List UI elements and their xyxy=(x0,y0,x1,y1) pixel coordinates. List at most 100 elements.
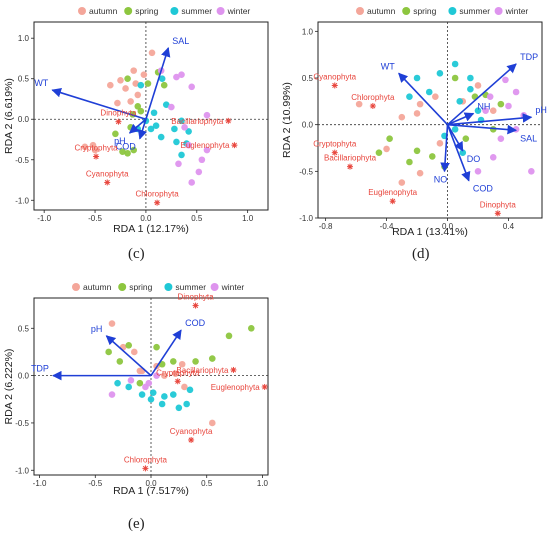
legend-label-summer: summer xyxy=(181,6,212,16)
taxon-marker-cyanophyta xyxy=(188,436,195,443)
env-arrow-label-cod: COD xyxy=(185,318,206,328)
taxon-marker-dinophyta xyxy=(494,210,501,217)
sample-point-summer xyxy=(451,126,459,133)
y-tick-label: 0.0 xyxy=(18,372,30,381)
sample-point-summer xyxy=(147,125,155,133)
sample-point-autumn xyxy=(130,67,138,74)
sample-point-spring xyxy=(130,146,138,154)
env-arrow-label-tdp: TDP xyxy=(31,364,49,374)
sample-point-summer xyxy=(436,70,444,77)
env-arrow-label-sal: SAL xyxy=(520,133,537,143)
taxon-marker-bacillariophyta xyxy=(230,366,237,373)
sample-point-summer xyxy=(158,75,166,83)
sample-point-summer xyxy=(158,400,166,408)
sample-point-spring xyxy=(124,149,131,157)
caption-e: (e) xyxy=(128,516,145,532)
sample-point-winter xyxy=(505,102,512,110)
legend-label-spring: spring xyxy=(413,6,436,16)
sample-point-autumn xyxy=(107,81,114,89)
x-tick-label: -0.4 xyxy=(380,222,394,231)
env-arrow-label-sal: SAL xyxy=(172,36,189,46)
sample-point-autumn xyxy=(161,372,168,379)
legend-label-winter: winter xyxy=(505,6,529,16)
sample-point-winter xyxy=(108,391,116,398)
y-tick-label: -1.0 xyxy=(15,466,29,475)
sample-point-summer xyxy=(171,125,178,133)
taxon-marker-cyanophyta xyxy=(331,82,338,89)
x-tick-label: -0.8 xyxy=(319,222,333,231)
x-tick-label: -0.5 xyxy=(88,214,102,223)
sample-point-summer xyxy=(157,133,165,141)
x-tick-label: 1.0 xyxy=(242,214,254,223)
sample-point-winter xyxy=(127,377,135,384)
taxon-marker-chlorophyta xyxy=(369,103,376,109)
env-arrow-cod xyxy=(446,124,471,182)
sample-point-autumn xyxy=(181,383,188,391)
legend-label-winter: winter xyxy=(221,282,245,292)
sample-point-winter xyxy=(195,168,203,176)
sample-point-autumn xyxy=(117,77,124,84)
sample-point-spring xyxy=(192,358,199,365)
sample-point-autumn xyxy=(355,100,363,108)
env-arrow-tdp xyxy=(446,63,517,126)
sample-point-summer xyxy=(175,404,183,412)
sample-point-winter xyxy=(489,154,497,161)
legend-label-autumn: autumn xyxy=(89,6,118,16)
legend-swatch-spring xyxy=(118,283,127,291)
sample-point-spring xyxy=(125,342,133,349)
sample-point-winter xyxy=(181,124,188,131)
sample-point-winter xyxy=(153,372,160,379)
sample-point-spring xyxy=(169,358,177,365)
sample-point-summer xyxy=(150,109,158,117)
taxon-label-bacillariophyta: Bacillariophyta xyxy=(176,366,229,375)
x-tick-label: 0.0 xyxy=(140,214,152,223)
sample-point-spring xyxy=(144,80,152,87)
sample-point-spring xyxy=(225,332,233,340)
sample-point-spring xyxy=(136,379,144,387)
sample-point-summer xyxy=(178,117,185,125)
env-arrow-nh xyxy=(447,112,475,126)
x-tick-label: 0.0 xyxy=(145,479,157,488)
sample-point-summer xyxy=(162,101,170,108)
taxon-marker-euglenophyta xyxy=(261,383,268,390)
sample-point-winter xyxy=(474,168,482,175)
taxon-label-chlorophyta: Chlorophyta xyxy=(124,455,168,464)
env-arrow-ph xyxy=(105,335,152,377)
x-axis-label: RDA 1 (7.517%) xyxy=(113,485,189,497)
sample-point-autumn xyxy=(108,320,116,327)
sample-point-autumn xyxy=(208,419,216,427)
sample-point-summer xyxy=(456,98,464,105)
x-tick-label: -1.0 xyxy=(33,479,47,488)
env-arrow-label-cod: COD xyxy=(116,142,137,152)
sample-point-summer xyxy=(125,383,133,391)
sample-point-winter xyxy=(168,103,175,111)
sample-point-summer xyxy=(147,395,155,403)
legend-label-autumn: autumn xyxy=(83,282,112,292)
sample-point-winter xyxy=(188,179,195,186)
taxon-label-cryptophyta: Cryptophyta xyxy=(313,140,357,149)
x-axis-label: RDA 1 (12.17%) xyxy=(113,223,189,235)
y-tick-label: 0.5 xyxy=(18,324,30,333)
sample-point-winter xyxy=(178,71,185,78)
sample-point-summer xyxy=(451,60,459,68)
sample-point-summer xyxy=(406,93,413,100)
legend-label-spring: spring xyxy=(135,6,158,16)
env-arrow-cod xyxy=(137,119,147,140)
sample-point-spring xyxy=(208,355,216,362)
x-tick-label: 1.0 xyxy=(257,479,269,488)
sample-point-spring xyxy=(153,343,160,351)
y-axis-label: RDA 2 (6.619%) xyxy=(3,78,15,154)
rda-plot-c: -1.0 -0.5 0.0 0.5 1.0 -1.0 -0.5 0.0 0.5 1.0 RDA 1 … xyxy=(3,6,269,235)
env-arrow-cod xyxy=(150,329,182,377)
x-tick-label: 0.5 xyxy=(191,214,203,223)
sample-point-spring xyxy=(462,135,470,142)
env-arrow-label-tdp: TDP xyxy=(520,52,538,62)
taxon-label-bacillariophyta: Bacillariophyta xyxy=(324,154,377,163)
legend-swatch-autumn xyxy=(72,283,80,291)
y-tick-label: 1.0 xyxy=(18,34,30,43)
sample-point-autumn xyxy=(432,93,439,100)
env-arrow-wt xyxy=(398,72,449,126)
env-arrow-label-cod: COD xyxy=(473,184,494,194)
env-arrow-label-ph: pH xyxy=(114,136,126,146)
sample-point-spring xyxy=(413,147,421,155)
